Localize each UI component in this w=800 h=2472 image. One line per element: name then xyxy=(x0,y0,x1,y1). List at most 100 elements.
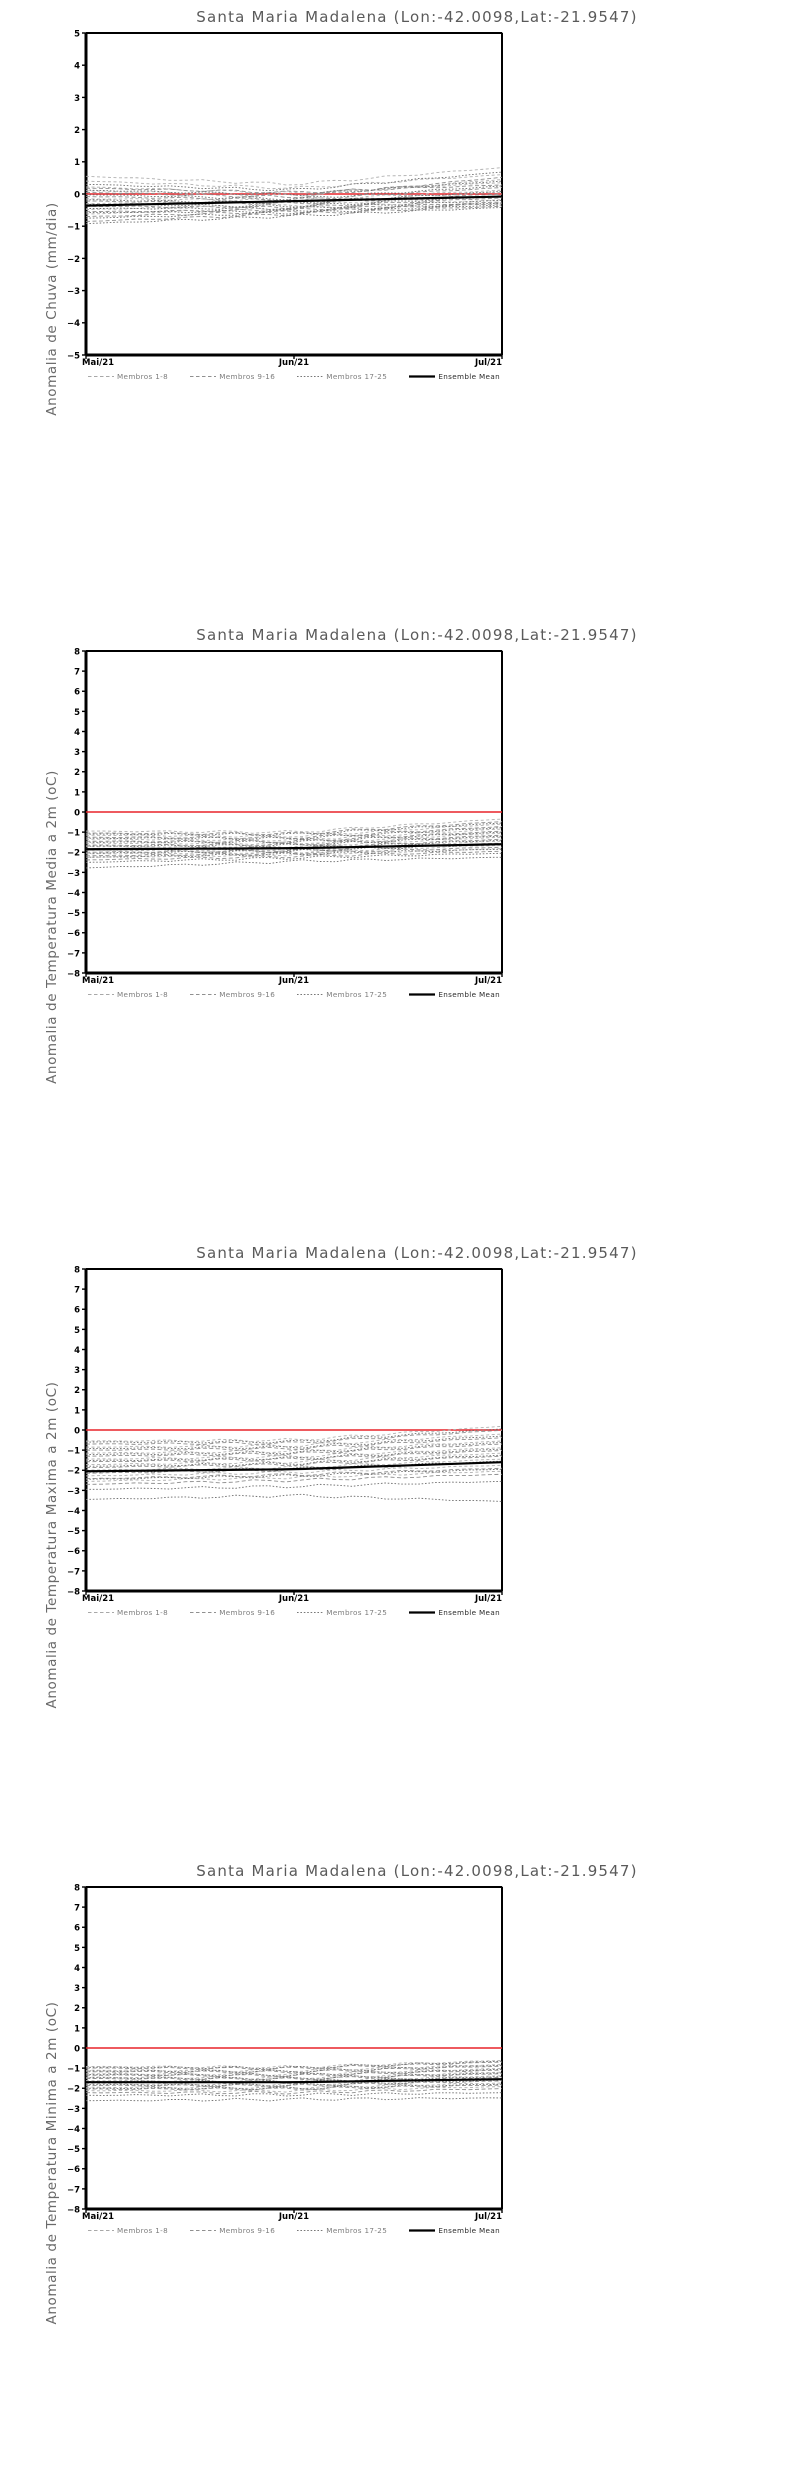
legend-swatch-icon xyxy=(190,373,217,380)
member-series-line xyxy=(86,1464,502,1477)
legend-swatch-icon xyxy=(88,991,114,998)
member-series-line xyxy=(86,1448,502,1462)
member-series-line xyxy=(86,818,502,834)
y-tick-label: 7 xyxy=(74,1904,80,1914)
y-tick-label: 5 xyxy=(74,29,80,39)
member-series-line xyxy=(86,1473,502,1485)
x-tick-label[interactable]: Jul/21 xyxy=(474,358,502,368)
legend-item[interactable]: Membros 1-8 xyxy=(88,2227,168,2234)
legend-item-label: Ensemble Mean xyxy=(438,372,500,381)
legend-item-label: Membros 9-16 xyxy=(219,1608,276,1617)
y-tick-label: 5 xyxy=(74,708,80,718)
y-tick-label: −7 xyxy=(67,949,80,959)
y-tick-label: 4 xyxy=(74,62,80,72)
legend-item[interactable]: Ensemble Mean xyxy=(409,2227,500,2234)
member-series-line xyxy=(86,2061,502,2070)
y-tick-label: −7 xyxy=(67,2185,80,2195)
legend-item[interactable]: Membros 17-25 xyxy=(297,991,387,998)
legend-item[interactable]: Membros 9-16 xyxy=(190,2227,275,2234)
legend-item[interactable]: Membros 17-25 xyxy=(297,1609,387,1616)
member-series-line xyxy=(86,2065,502,2074)
x-tick-label[interactable]: Jun/21 xyxy=(278,2212,309,2222)
member-series-line xyxy=(86,2072,502,2081)
x-tick-label[interactable]: Jul/21 xyxy=(474,976,502,986)
member-series-line xyxy=(86,180,502,197)
y-tick-label: 3 xyxy=(74,1984,80,1994)
x-tick-label[interactable]: Jul/21 xyxy=(474,2212,502,2222)
member-series-line xyxy=(86,185,502,201)
y-tick-label: 2 xyxy=(74,2004,80,2014)
x-tick-label[interactable]: Jun/21 xyxy=(278,976,309,986)
legend-item[interactable]: Membros 9-16 xyxy=(190,373,275,380)
member-series-line xyxy=(86,171,502,192)
member-series-line xyxy=(86,1450,502,1463)
y-tick-label: 2 xyxy=(74,1386,80,1396)
y-tick-label: −4 xyxy=(67,889,80,899)
x-tick-label[interactable]: Mai/21 xyxy=(82,2212,114,2222)
legend-swatch-icon xyxy=(190,1609,217,1616)
member-series-line xyxy=(86,1480,502,1490)
legend-item-label: Membros 1-8 xyxy=(117,2226,169,2235)
member-series-line xyxy=(86,2097,502,2102)
x-tick-label[interactable]: Jul/21 xyxy=(474,1594,502,1604)
legend-item-label: Membros 1-8 xyxy=(117,990,169,999)
legend-swatch-icon xyxy=(409,373,436,380)
member-series-line xyxy=(86,2092,502,2097)
ensemble-mean-line xyxy=(86,1461,502,1473)
chart-legend: Membros 1-8 Membros 9-16 Membros 17-25 Ense… xyxy=(88,2227,500,2234)
member-series-line xyxy=(86,2064,502,2074)
legend-item-label: Membros 9-16 xyxy=(219,2226,276,2235)
legend-item[interactable]: Ensemble Mean xyxy=(409,1609,500,1616)
y-tick-label: 4 xyxy=(74,1964,80,1974)
member-series-line xyxy=(86,832,502,846)
member-series-line xyxy=(86,2088,502,2095)
y-tick-label: −3 xyxy=(67,1487,80,1497)
x-tick-label[interactable]: Mai/21 xyxy=(82,976,114,986)
y-tick-label: 0 xyxy=(74,2044,80,2054)
member-series-line xyxy=(86,2076,502,2085)
legend-item-label: Ensemble Mean xyxy=(438,990,500,999)
legend-item[interactable]: Membros 17-25 xyxy=(297,2227,387,2234)
legend-item[interactable]: Ensemble Mean xyxy=(409,991,500,998)
y-tick-label: 1 xyxy=(74,788,80,798)
legend-item-label: Membros 17-25 xyxy=(326,372,388,381)
member-series-line xyxy=(86,195,502,210)
member-series-line xyxy=(86,1429,502,1446)
legend-item-label: Membros 17-25 xyxy=(326,1608,388,1617)
legend-item-label: Ensemble Mean xyxy=(438,2226,500,2235)
legend-item[interactable]: Membros 1-8 xyxy=(88,991,168,998)
y-tick-label: 4 xyxy=(74,1346,80,1356)
x-tick-label[interactable]: Jun/21 xyxy=(278,358,309,368)
member-series-line xyxy=(86,189,502,203)
legend-item[interactable]: Membros 17-25 xyxy=(297,373,387,380)
ensemble-mean-line xyxy=(86,195,502,207)
x-tick-label[interactable]: Mai/21 xyxy=(82,1594,114,1604)
member-series-line xyxy=(86,2073,502,2081)
x-tick-label[interactable]: Mai/21 xyxy=(82,358,114,368)
member-series-line xyxy=(86,1443,502,1457)
legend-item[interactable]: Membros 9-16 xyxy=(190,991,275,998)
member-series-line xyxy=(86,2083,502,2091)
y-tick-label: −1 xyxy=(67,829,80,839)
y-tick-label: −4 xyxy=(67,2125,80,2135)
legend-swatch-icon xyxy=(297,373,324,380)
legend-item[interactable]: Membros 1-8 xyxy=(88,1609,168,1616)
x-tick-label[interactable]: Jun/21 xyxy=(278,1594,309,1604)
member-series-line xyxy=(86,852,502,863)
y-tick-label: 6 xyxy=(74,688,80,698)
member-series-line xyxy=(86,2084,502,2091)
y-tick-label: −1 xyxy=(67,1447,80,1457)
y-tick-label: 7 xyxy=(74,668,80,678)
y-tick-label: 6 xyxy=(74,1306,80,1316)
y-tick-label: −2 xyxy=(67,255,80,265)
member-series-line xyxy=(86,2075,502,2083)
member-series-line xyxy=(86,2068,502,2077)
member-series-line xyxy=(86,848,502,858)
chart-legend: Membros 1-8 Membros 9-16 Membros 17-25 Ense… xyxy=(88,1609,500,1616)
member-series-line xyxy=(86,1458,502,1471)
legend-item[interactable]: Membros 9-16 xyxy=(190,1609,275,1616)
legend-item[interactable]: Membros 1-8 xyxy=(88,373,168,380)
legend-item[interactable]: Ensemble Mean xyxy=(409,373,500,380)
y-tick-label: 1 xyxy=(74,158,80,168)
